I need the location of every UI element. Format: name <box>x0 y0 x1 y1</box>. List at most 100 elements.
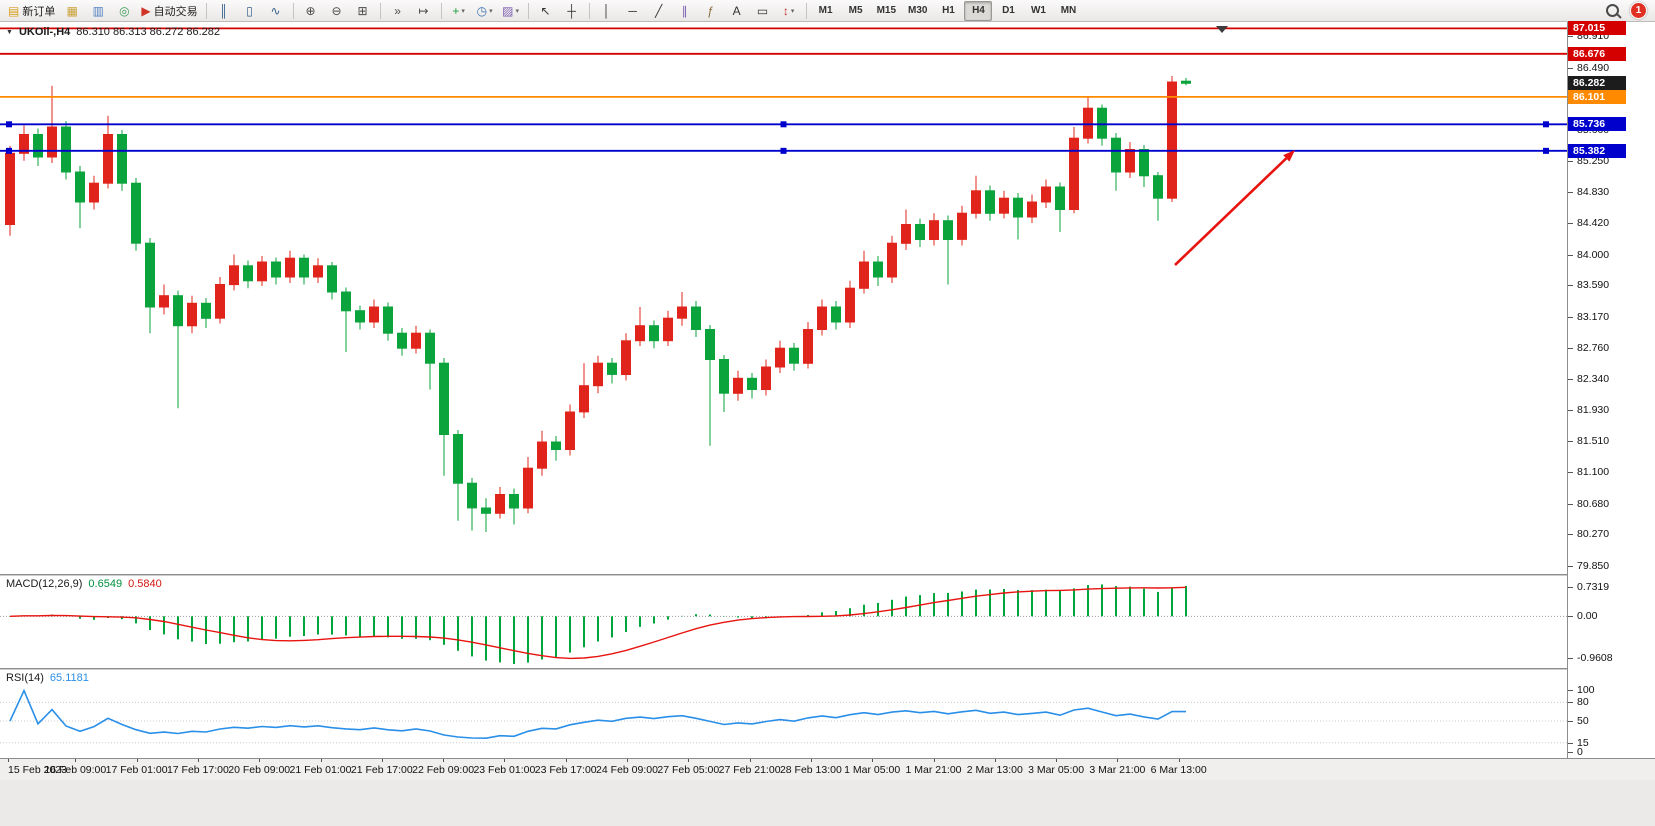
time-tick <box>872 759 874 762</box>
navigator-icon[interactable]: ◎ <box>112 1 136 21</box>
notification-badge[interactable]: 1 <box>1630 2 1647 19</box>
tf-mn[interactable]: MN <box>1060 5 1077 16</box>
tile-windows-icon[interactable]: ⊞ <box>351 1 375 21</box>
candle-body <box>383 306 393 334</box>
line-handle[interactable] <box>780 121 787 128</box>
search-button[interactable] <box>1600 1 1624 21</box>
tf-d1[interactable]: D1 <box>1002 5 1015 16</box>
cursor-icon[interactable]: ↖ <box>534 1 558 21</box>
vertical-line-icon[interactable]: │ <box>595 1 619 21</box>
trendline-icon: ╱ <box>654 3 663 18</box>
text-label-icon[interactable]: ▭ <box>751 1 775 21</box>
toolbar: ▤ 新订单 ▦ ▥ ◎ ▶ 自动交易 ║ ▯ ∿ ⊕ ⊖ ⊞ » ↦ + ▾ ◷ ▾ ▨ ▾ ↖ ┼ │ ─ ╱ ∥ ƒ A ▭ ↕ ▾ M1 M… <box>0 0 1655 22</box>
zoom-in-icon[interactable]: ⊕ <box>299 1 323 21</box>
candle-body <box>173 295 183 327</box>
crosshair-icon: ┼ <box>567 3 576 18</box>
pane-splitter[interactable] <box>0 668 1655 670</box>
axis-label: 0 <box>1577 746 1583 758</box>
axis-label: 79.850 <box>1577 559 1610 572</box>
fibonacci-icon: ƒ <box>707 3 714 18</box>
axis-label: 15 <box>1577 736 1589 749</box>
macd-pane[interactable]: MACD(12,26,9) 0.6549 0.5840 <box>0 576 1567 668</box>
candle-body <box>1055 186 1065 210</box>
axis-label: 84.000 <box>1577 248 1610 261</box>
text-icon[interactable]: A <box>725 1 749 21</box>
line-handle[interactable] <box>6 121 12 128</box>
axis-label: 0.7319 <box>1577 581 1610 593</box>
rsi-line <box>9 688 1187 740</box>
auto-scroll-icon[interactable]: » <box>386 1 410 21</box>
line-handle[interactable] <box>780 147 787 154</box>
time-tick <box>75 759 77 762</box>
new-order-button[interactable]: ▤ 新订单 <box>5 1 58 21</box>
tf-m30[interactable]: M30 <box>908 5 928 16</box>
axis-tick <box>1568 347 1573 349</box>
line-handle[interactable] <box>1543 121 1549 128</box>
market-watch-icon: ▥ <box>92 3 105 18</box>
price-axis[interactable]: 0.7319 0.00 -0.9608 100 80 50 15 0 86.910 86.490 8… <box>1567 21 1655 758</box>
rsi-pane[interactable]: RSI(14) 65.1181 <box>0 670 1567 758</box>
candle-body <box>1013 197 1023 218</box>
tf-m15[interactable]: M15 <box>876 5 897 16</box>
candlestick-chart-icon[interactable]: ▯ <box>238 1 262 21</box>
fibonacci-icon[interactable]: ƒ <box>699 1 723 21</box>
trend-arrow-head-icon[interactable] <box>1283 150 1295 162</box>
horizontal-line-icon[interactable]: ─ <box>621 1 645 21</box>
candle-body <box>285 257 295 278</box>
chart-shift-marker-icon[interactable] <box>1216 26 1228 33</box>
pane-splitter[interactable] <box>0 574 1655 576</box>
tf-m5[interactable]: M5 <box>848 5 863 16</box>
candle-body <box>327 265 337 293</box>
candle-body <box>1097 107 1107 139</box>
macd-chart[interactable] <box>0 576 1567 668</box>
periods-button[interactable]: ◷ ▾ <box>473 1 497 21</box>
time-tick <box>381 759 383 762</box>
crosshair-icon[interactable]: ┼ <box>560 1 584 21</box>
candle-body <box>47 126 57 158</box>
axis-tick <box>1568 160 1573 162</box>
tf-w1[interactable]: W1 <box>1030 5 1046 16</box>
candle-body <box>761 366 771 390</box>
bar-chart-icon[interactable]: ║ <box>212 1 236 21</box>
candle-body <box>495 494 505 514</box>
candle-body <box>299 257 309 278</box>
candle-body <box>159 295 169 308</box>
rsi-name: RSI(14) <box>6 672 44 684</box>
main-chart-pane[interactable]: ▼ UKOil-,H4 86.310 86.313 86.272 86.282 <box>0 22 1567 574</box>
candle-body <box>929 220 939 240</box>
axis-tick <box>1568 534 1573 536</box>
price-tag: 85.736 <box>1568 117 1626 132</box>
time-label: 28 Feb 13:00 <box>779 764 842 776</box>
chart-menu-icon[interactable]: ▼ <box>6 28 13 36</box>
macd-signal-line <box>9 586 1187 660</box>
candle-body <box>845 287 855 323</box>
tf-h1[interactable]: H1 <box>942 5 955 16</box>
chart-shift-icon: ↦ <box>418 3 429 18</box>
time-axis[interactable]: 15 Feb 2023 16 Feb 09:00 17 Feb 01:00 17 Fe… <box>0 758 1655 780</box>
zoom-out-icon[interactable]: ⊖ <box>325 1 349 21</box>
arrows-button[interactable]: ↕ ▾ <box>777 1 801 21</box>
trend-arrow[interactable] <box>1174 157 1288 266</box>
line-handle[interactable] <box>1543 147 1549 154</box>
axis-tick <box>1568 565 1573 567</box>
time-label: 2 Mar 13:00 <box>966 764 1023 776</box>
rsi-chart[interactable] <box>0 670 1567 758</box>
axis-tick <box>1568 285 1573 287</box>
price-chart[interactable] <box>0 22 1567 574</box>
auto-trading-button[interactable]: ▶ 自动交易 <box>138 1 200 21</box>
periods-button: ◷ <box>476 3 488 18</box>
chart-window-icon[interactable]: ▦ <box>60 1 84 21</box>
tf-m1[interactable]: M1 <box>818 5 833 16</box>
tf-h4[interactable]: H4 <box>964 0 993 21</box>
chart-shift-icon[interactable]: ↦ <box>412 1 436 21</box>
axis-tick <box>1568 192 1573 194</box>
candle-body <box>705 329 715 360</box>
indicators-button[interactable]: + ▾ <box>447 1 471 21</box>
time-tick <box>259 759 261 762</box>
line-chart-icon[interactable]: ∿ <box>264 1 288 21</box>
trendline-icon[interactable]: ╱ <box>647 1 671 21</box>
market-watch-icon[interactable]: ▥ <box>86 1 110 21</box>
templates-button[interactable]: ▨ ▾ <box>499 1 523 21</box>
equidistant-channel-icon[interactable]: ∥ <box>673 1 697 21</box>
line-handle[interactable] <box>6 147 12 154</box>
